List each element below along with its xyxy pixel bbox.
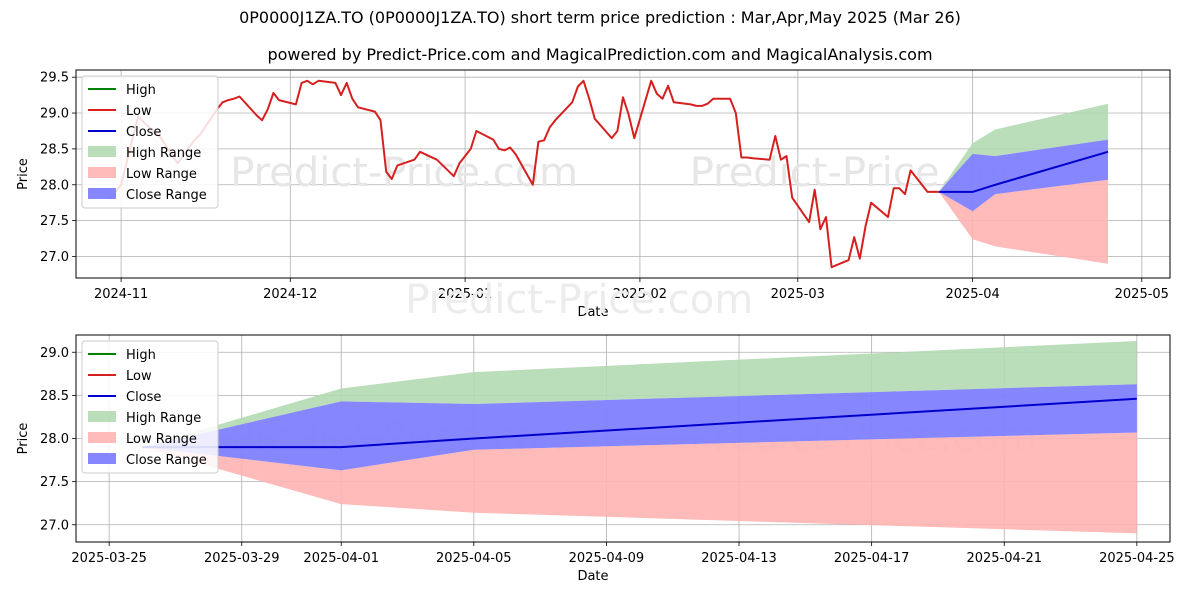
series-line-close <box>938 150 1109 193</box>
legend: High Low Close High Range Low Range Close Ran… <box>81 75 219 209</box>
legend-swatch <box>88 188 116 199</box>
legend: High Low Close High Range Low Range Close Ran… <box>81 340 219 474</box>
x-tick-label: 2024-12 <box>263 287 317 302</box>
y-tick-label: 29.5 <box>40 71 69 86</box>
legend-swatch <box>88 411 116 422</box>
legend-label: Low <box>126 104 152 119</box>
watermark: Predict-Price.com <box>405 277 753 323</box>
x-tick-label: 2025-03-25 <box>71 551 147 566</box>
chart-title: 0P0000J1ZA.TO (0P0000J1ZA.TO) short term… <box>239 8 961 27</box>
x-tick-label: 2025-04-25 <box>1099 551 1175 566</box>
legend-label: Close <box>126 125 161 140</box>
x-tick-label: 2025-04-21 <box>966 551 1042 566</box>
x-tick-label: 2025-04-13 <box>701 551 777 566</box>
y-axis-label: Price <box>16 158 31 190</box>
legend-swatch <box>88 167 116 178</box>
x-axis-label: Date <box>577 569 608 584</box>
x-tick-label: 2024-11 <box>94 287 148 302</box>
plot-frame <box>75 69 1171 279</box>
y-tick-label: 28.0 <box>40 178 69 193</box>
legend-swatch <box>88 453 116 464</box>
y-tick-label: 28.0 <box>40 432 69 447</box>
x-tick-label: 2025-03-29 <box>204 551 280 566</box>
legend-label: Close Range <box>126 188 207 203</box>
chart-subtitle: powered by Predict-Price.com and Magical… <box>267 45 933 64</box>
x-tick-label: 2025-05 <box>1115 287 1169 302</box>
chart-panel-2: 27.0 27.5 28.0 28.5 29.0 2025-03-25 2025-03-29… <box>16 334 1175 584</box>
x-axis-label: Date <box>577 305 608 320</box>
x-tick-label: 2025-04-01 <box>303 551 379 566</box>
y-tick-label: 27.0 <box>40 518 69 533</box>
legend-label: High Range <box>126 146 201 161</box>
legend-label: Low <box>126 369 152 384</box>
legend-label: High <box>126 348 156 363</box>
x-tick-label: 2025-03 <box>771 287 825 302</box>
plot-area <box>142 341 1137 534</box>
y-tick-label: 28.5 <box>40 389 69 404</box>
legend-label: Low Range <box>126 167 197 182</box>
y-tick-label: 27.0 <box>40 250 69 265</box>
x-tick-label: 2025-04-17 <box>834 551 910 566</box>
x-tick-label: 2025-04-09 <box>569 551 645 566</box>
plot-area <box>109 79 1109 269</box>
y-tick-label: 29.0 <box>40 107 69 122</box>
x-tick-label: 2025-04-05 <box>436 551 512 566</box>
x-tick-label: 2025-01 <box>438 287 492 302</box>
range-band-high-range <box>938 103 1108 192</box>
legend-label: Close Range <box>126 453 207 468</box>
x-tick-label: 2025-02 <box>613 287 667 302</box>
range-band-close-range <box>938 139 1108 212</box>
legend-label: High <box>126 83 156 98</box>
y-tick-label: 27.5 <box>40 214 69 229</box>
range-band-high-range <box>142 341 1137 448</box>
range-band-low-range <box>142 432 1137 534</box>
series-line-low <box>109 79 939 269</box>
watermark: Predict-Price.com <box>230 150 578 196</box>
legend-label: Close <box>126 390 161 405</box>
y-tick-label: 27.5 <box>40 475 69 490</box>
chart-panel-1: 27.0 27.5 28.0 28.5 29.0 29.5 2024-11 2024-12 20… <box>16 69 1171 320</box>
y-tick-label: 28.5 <box>40 142 69 157</box>
legend-label: Low Range <box>126 432 197 447</box>
x-tick-label: 2025-04 <box>945 287 999 302</box>
y-axis-label: Price <box>16 423 31 455</box>
range-band-low-range <box>938 179 1108 264</box>
series-line-close <box>142 397 1137 449</box>
legend-label: High Range <box>126 411 201 426</box>
y-tick-label: 29.0 <box>40 346 69 361</box>
legend-swatch <box>88 146 116 157</box>
plot-frame <box>75 334 1171 543</box>
legend-swatch <box>88 432 116 443</box>
range-band-close-range <box>142 384 1137 471</box>
